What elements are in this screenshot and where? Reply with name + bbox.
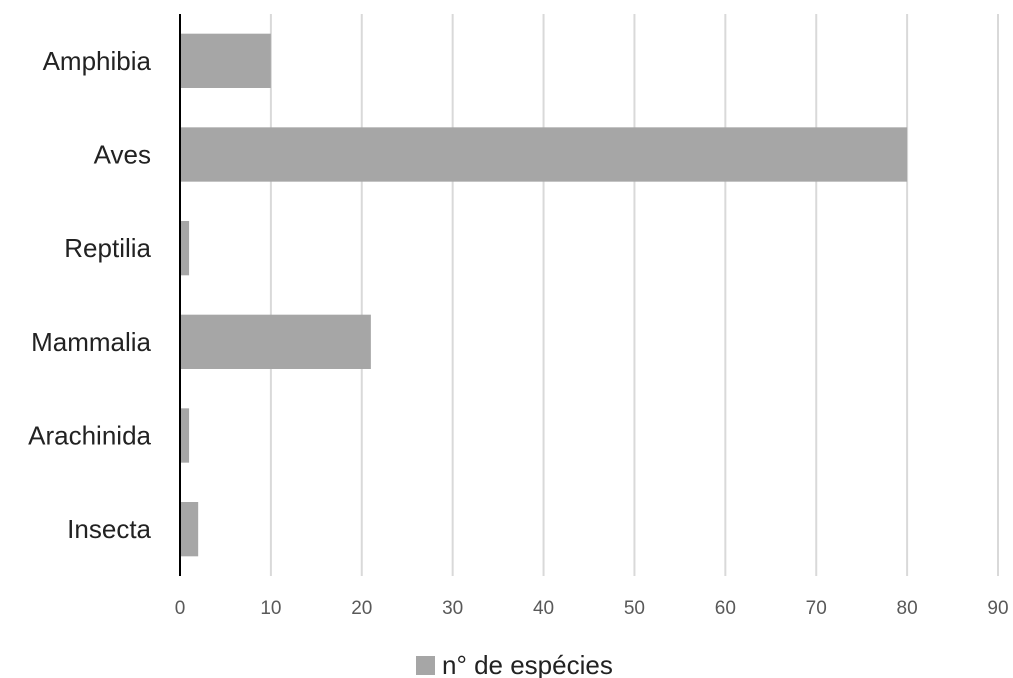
x-tick-40: 40 — [533, 598, 554, 619]
category-labels: Amphibia Aves Reptilia Mammalia Arachinida In… — [28, 46, 151, 544]
bar-mammalia — [180, 314, 371, 369]
category-label-aves: Aves — [94, 140, 151, 170]
category-label-amphibia: Amphibia — [43, 46, 152, 76]
x-tick-0: 0 — [175, 598, 186, 619]
bar-insecta — [180, 502, 199, 557]
x-tick-80: 80 — [897, 598, 918, 619]
category-label-insecta: Insecta — [67, 514, 151, 544]
legend-label: n° de espécies — [442, 650, 613, 678]
x-tick-20: 20 — [351, 598, 372, 619]
legend-swatch — [416, 656, 435, 675]
x-tick-10: 10 — [260, 598, 281, 619]
category-label-arachinida: Arachinida — [28, 421, 151, 451]
bar-arachinida — [180, 408, 190, 463]
x-tick-50: 50 — [624, 598, 645, 619]
x-tick-90: 90 — [987, 598, 1008, 619]
legend: n° de espécies — [416, 650, 613, 678]
bar-reptilia — [180, 221, 190, 276]
x-tick-labels: 0 10 20 30 40 50 60 70 80 90 — [175, 598, 1009, 619]
x-tick-70: 70 — [806, 598, 827, 619]
gridlines — [269, 14, 999, 576]
category-label-mammalia: Mammalia — [31, 327, 151, 357]
x-tick-30: 30 — [442, 598, 463, 619]
x-tick-60: 60 — [715, 598, 736, 619]
bars — [180, 33, 908, 557]
bar-aves — [180, 127, 908, 182]
category-label-reptilia: Reptilia — [64, 233, 151, 263]
bar-amphibia — [180, 33, 271, 88]
